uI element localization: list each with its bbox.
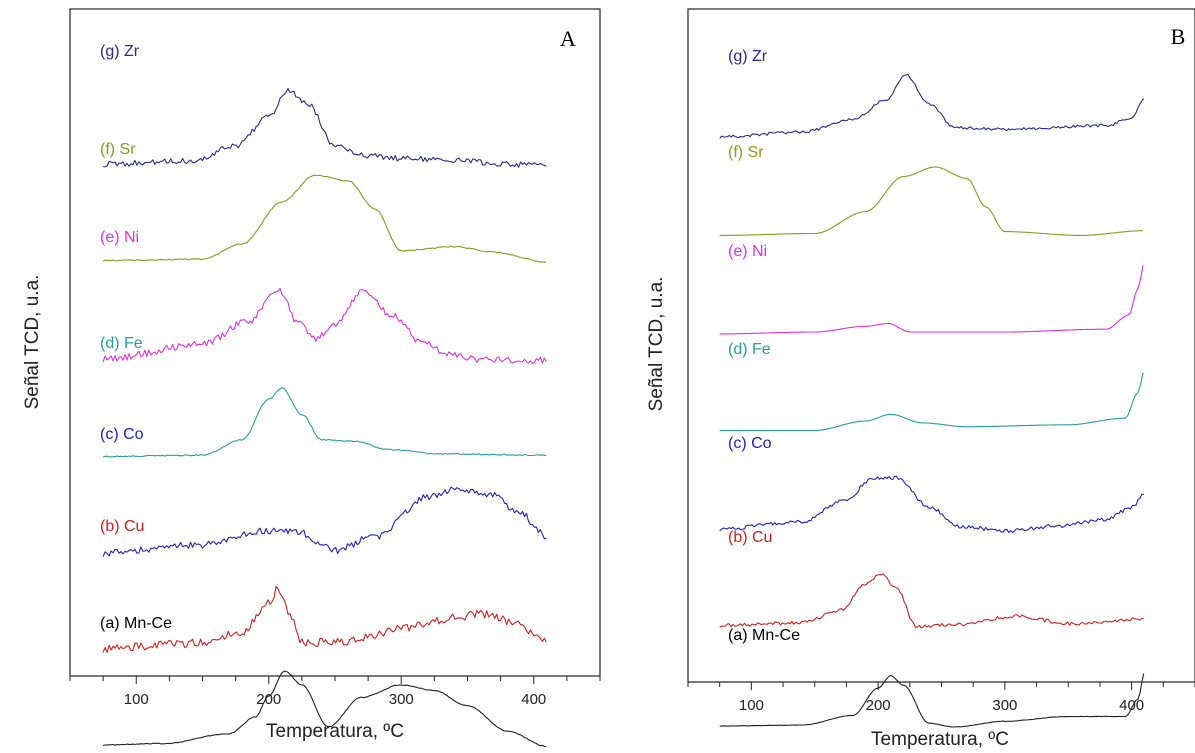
panel-a: A 100 200 300 400 (a) Mn-Ce (b) Cu (c) Co (d) … xyxy=(22,8,601,748)
series-line-f-sr xyxy=(102,174,547,263)
series-line-g-zr xyxy=(103,87,547,168)
series-line-a-mn-ce xyxy=(719,673,1145,728)
panel-label-a: A xyxy=(560,26,576,51)
series-label: (g) Zr xyxy=(100,43,140,60)
series-line-e-ni xyxy=(102,287,547,364)
series-label: (a) Mn-Ce xyxy=(728,627,800,644)
series-line-a-mn-ce xyxy=(102,670,547,748)
series-line-d-fe xyxy=(719,372,1144,432)
panel-b: B 100 200 300 400 (a) Mn-Ce (b) Cu (c) Co (d) … xyxy=(646,8,1195,750)
x-tick-label: 300 xyxy=(992,697,1017,714)
x-ticks-a: 100 200 300 400 xyxy=(69,676,601,708)
series-label: (a) Mn-Ce xyxy=(100,615,172,632)
series-label: (b) Cu xyxy=(728,529,772,546)
series-group-a: (a) Mn-Ce (b) Cu (c) Co (d) Fe (e) Ni (f) Sr (… xyxy=(100,43,547,748)
panel-label-b: B xyxy=(1171,24,1186,49)
series-label: (e) Ni xyxy=(100,229,139,246)
x-tick-label: 200 xyxy=(866,697,891,714)
x-tick-label: 100 xyxy=(124,691,149,708)
series-line-c-co xyxy=(719,475,1144,534)
series-label: (b) Cu xyxy=(100,518,144,535)
series-line-b-cu xyxy=(719,573,1144,629)
y-axis-title-a: Señal TCD, u.a. xyxy=(22,275,43,410)
x-tick-label: 300 xyxy=(389,691,414,708)
series-label: (g) Zr xyxy=(728,48,768,65)
x-ticks-b: 100 200 300 400 xyxy=(687,682,1195,714)
series-line-g-zr xyxy=(719,73,1145,139)
series-line-f-sr xyxy=(719,166,1143,236)
x-tick-label: 100 xyxy=(739,697,764,714)
x-axis-title-b: Temperatura, ºC xyxy=(871,729,1009,750)
x-tick-label: 200 xyxy=(256,691,281,708)
x-axis-title-a: Temperatura, ºC xyxy=(266,721,404,742)
series-line-b-cu xyxy=(102,585,547,653)
plot-frame-a xyxy=(69,8,601,677)
series-group-b: (a) Mn-Ce (b) Cu (c) Co (d) Fe (e) Ni (f) Sr (… xyxy=(719,48,1145,728)
y-axis-title-b: Señal TCD, u.a. xyxy=(646,277,667,412)
series-label: (d) Fe xyxy=(100,335,143,352)
series-label: (f) Sr xyxy=(100,141,136,158)
series-label: (c) Co xyxy=(100,426,144,443)
x-tick-label: 400 xyxy=(1119,697,1144,714)
series-line-e-ni xyxy=(719,265,1144,335)
x-tick-label: 400 xyxy=(521,691,546,708)
series-label: (e) Ni xyxy=(728,243,767,260)
series-label: (f) Sr xyxy=(728,144,764,161)
series-line-c-co xyxy=(102,486,547,557)
series-label: (d) Fe xyxy=(728,341,771,358)
series-label: (c) Co xyxy=(728,435,772,452)
series-line-d-fe xyxy=(102,387,547,458)
